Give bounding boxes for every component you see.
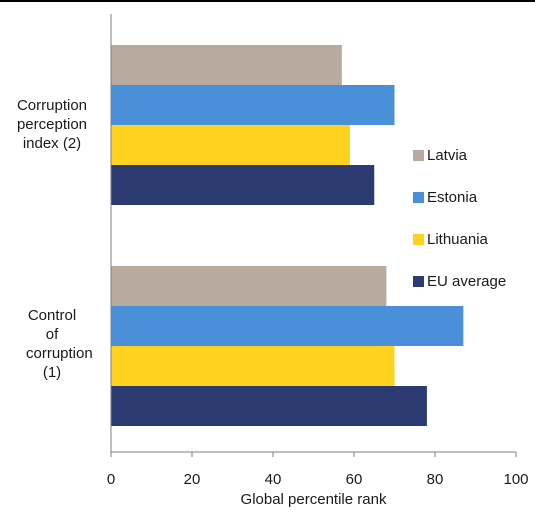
x-tick-label-0: 0 [107,471,115,488]
x-tick-label-80: 80 [427,471,444,488]
bar-lithuania-group-1 [111,125,350,165]
legend-label-estonia: Estonia [427,188,478,206]
x-tick-label-60: 60 [346,471,363,488]
legend-label-eu-average: EU average [427,272,507,290]
bar-latvia-group-1 [111,45,342,85]
legend-label-lithuania: Lithuania [427,230,488,248]
x-tick-label-100: 100 [503,471,528,488]
legend: Latvia Estonia Lithuania EU average [413,146,506,314]
legend-item-estonia: Estonia [413,188,506,206]
bar-lithuania-group-2 [111,346,395,386]
top-rule [0,0,535,2]
x-axis-title: Global percentile rank [240,491,387,508]
bar-eu-average-group-1 [111,165,375,205]
bar-estonia-group-1 [111,85,395,125]
bar-estonia-group-2 [111,306,464,346]
bar-latvia-group-2 [111,266,387,306]
category-label-corruption-perception-index: Corruption perception index (2) [16,97,88,152]
x-tick-label-40: 40 [265,471,282,488]
legend-item-lithuania: Lithuania [413,230,506,248]
legend-swatch-eu-average [413,275,424,287]
legend-swatch-latvia [413,149,424,161]
legend-item-latvia: Latvia [413,146,506,164]
legend-item-eu-average: EU average [413,272,506,290]
legend-swatch-estonia [413,191,424,203]
bar-eu-average-group-2 [111,386,427,426]
category-label-control-of-corruption: Control of corruption (1) [26,307,93,381]
legend-swatch-lithuania [413,233,424,245]
legend-label-latvia: Latvia [427,146,468,164]
x-tick-label-20: 20 [184,471,201,488]
